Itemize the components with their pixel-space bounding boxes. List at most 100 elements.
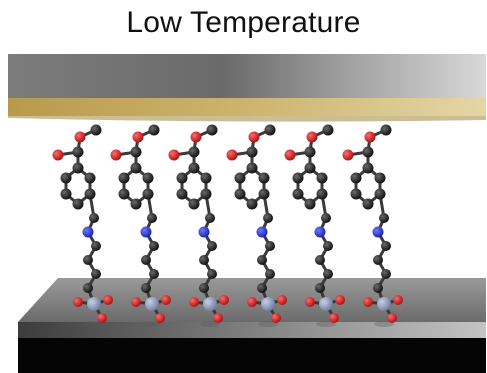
chain-carbon [381, 241, 391, 251]
substrate-base [18, 338, 486, 373]
silane-oxygen [213, 313, 223, 323]
chain-carbon [149, 269, 159, 279]
substrate-front-edge [18, 322, 486, 338]
ring-carbon [130, 162, 142, 174]
silicon-atom [203, 297, 217, 311]
chain-carbon [265, 269, 275, 279]
silane-oxygen [393, 295, 403, 305]
ring-carbon [362, 162, 374, 174]
anchor-reflection [374, 321, 394, 327]
ring-carbon [362, 198, 374, 210]
silane-oxygen [161, 295, 171, 305]
chain-carbon [265, 241, 275, 251]
ester-oxygen [306, 131, 318, 143]
ring-carbon [188, 162, 200, 174]
silicon-atom [87, 297, 101, 311]
silicon-atom [261, 297, 275, 311]
molecule [226, 124, 287, 327]
ring-carbon [200, 188, 212, 200]
ring-carbon [60, 172, 72, 184]
chain-carbon [373, 255, 383, 265]
ring-carbon [84, 172, 96, 184]
ring-carbon [118, 188, 130, 200]
silane-oxygen [329, 313, 339, 323]
ring-carbon [350, 188, 362, 200]
silane-oxygen [363, 297, 373, 307]
molecule [342, 124, 403, 327]
anchor-reflection [142, 321, 162, 327]
chain-carbon [89, 213, 99, 223]
ring-carbon [84, 188, 96, 200]
amine-nitrogen [198, 226, 210, 238]
silane-oxygen [335, 295, 345, 305]
ring-carbon [292, 172, 304, 184]
ring-carbon [142, 188, 154, 200]
silane-oxygen [219, 295, 229, 305]
carbonyl-oxygen [52, 149, 64, 161]
carbonyl-carbon [72, 146, 84, 158]
ring-carbon [188, 198, 200, 210]
chain-carbon [91, 241, 101, 251]
ring-carbon [130, 198, 142, 210]
silane-oxygen [247, 297, 257, 307]
silane-oxygen [305, 297, 315, 307]
molecule [284, 124, 345, 327]
silane-oxygen [97, 313, 107, 323]
ring-carbon [60, 188, 72, 200]
top-electrode [8, 54, 486, 122]
ring-carbon [258, 172, 270, 184]
chain-carbon [149, 241, 159, 251]
ring-carbon [234, 172, 246, 184]
ring-carbon [304, 162, 316, 174]
chain-carbon [207, 241, 217, 251]
chain-carbon [381, 269, 391, 279]
chain-carbon [257, 255, 267, 265]
methyl-carbon [322, 124, 334, 136]
carbonyl-carbon [246, 146, 258, 158]
carbonyl-oxygen [284, 149, 296, 161]
carbonyl-oxygen [168, 149, 180, 161]
chain-carbon [263, 213, 273, 223]
ester-oxygen [74, 131, 86, 143]
molecule-array [52, 124, 403, 327]
amine-nitrogen [140, 226, 152, 238]
chain-carbon [141, 255, 151, 265]
silane-oxygen [155, 313, 165, 323]
silicon-atom [145, 297, 159, 311]
chain-carbon [83, 255, 93, 265]
silane-oxygen [189, 297, 199, 307]
diagram-title: Low Temperature [126, 6, 361, 39]
ring-carbon [316, 172, 328, 184]
ester-oxygen [190, 131, 202, 143]
chain-carbon [321, 213, 331, 223]
chain-carbon [199, 283, 209, 293]
chain-carbon [91, 269, 101, 279]
ring-carbon [374, 172, 386, 184]
chain-carbon [207, 269, 217, 279]
ring-carbon [246, 198, 258, 210]
carbonyl-carbon [130, 146, 142, 158]
anchor-reflection [258, 321, 278, 327]
silicon-atom [319, 297, 333, 311]
chain-carbon [141, 283, 151, 293]
chain-carbon [257, 283, 267, 293]
ring-carbon [176, 172, 188, 184]
chain-carbon [315, 283, 325, 293]
ring-carbon [72, 162, 84, 174]
ring-carbon [316, 188, 328, 200]
ring-carbon [72, 198, 84, 210]
methyl-carbon [148, 124, 160, 136]
chain-carbon [83, 283, 93, 293]
silane-oxygen [387, 313, 397, 323]
chain-carbon [379, 213, 389, 223]
anchor-reflection [200, 321, 220, 327]
silane-oxygen [271, 313, 281, 323]
amine-nitrogen [372, 226, 384, 238]
ring-carbon [200, 172, 212, 184]
methyl-carbon [206, 124, 218, 136]
silane-oxygen [131, 297, 141, 307]
ring-carbon [118, 172, 130, 184]
ring-carbon [350, 172, 362, 184]
chain-carbon [147, 213, 157, 223]
